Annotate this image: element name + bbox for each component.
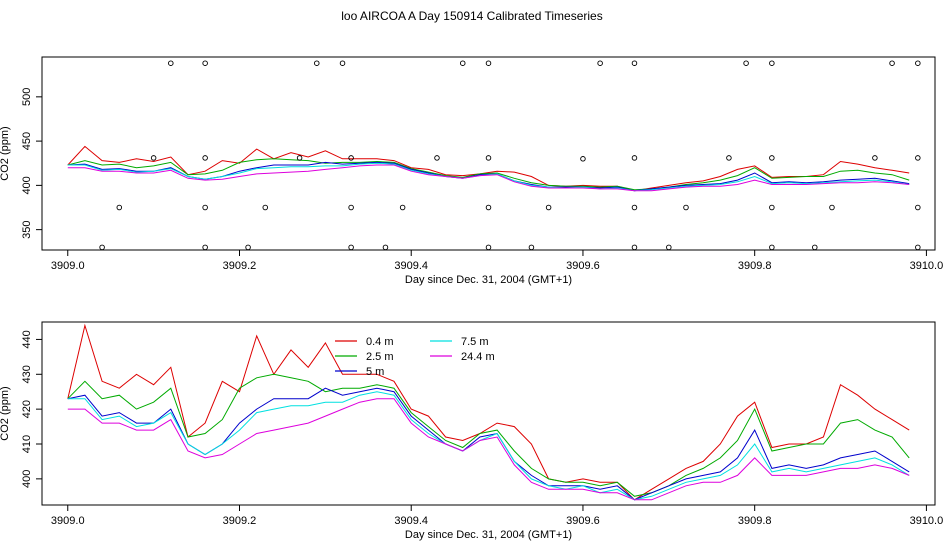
top-calibration-marker bbox=[348, 204, 354, 211]
top-calibration-marker bbox=[683, 204, 689, 211]
top-panel: 3909.0 3909.2 3909.4 3909.6 3909.8 3910.0 350 4… bbox=[0, 56, 944, 286]
legend-label: 24.4 m bbox=[461, 351, 495, 363]
top-calibration-marker bbox=[631, 244, 638, 251]
top-y-tick-label: 500 bbox=[21, 88, 33, 106]
top-calibration-marker bbox=[915, 204, 921, 211]
bottom-series-line-0-4-m bbox=[67, 323, 910, 501]
bottom-x-tick-label: 3910.0 bbox=[910, 515, 944, 527]
top-x-tick-label: 3909.2 bbox=[223, 260, 257, 272]
top-y-tick-label: 350 bbox=[21, 220, 33, 238]
legend-label: 5 m bbox=[366, 366, 384, 378]
top-y-axis-label: CO2 (ppm) bbox=[0, 126, 11, 180]
top-calibration-marker bbox=[99, 244, 105, 251]
bottom-x-tick-label: 3909.8 bbox=[738, 515, 772, 527]
top-x-tick-label: 3909.6 bbox=[566, 260, 600, 272]
bottom-x-axis-label: Day since Dec. 31, 2004 (GMT+1) bbox=[405, 529, 572, 541]
top-calibration-marker bbox=[348, 155, 354, 161]
top-calibration-marker bbox=[485, 155, 492, 161]
top-x-tick-label: 3909.8 bbox=[738, 260, 772, 272]
bottom-x-tick-label: 3909.2 bbox=[223, 515, 257, 527]
top-calibration-marker bbox=[399, 204, 406, 211]
top-calibration-marker bbox=[202, 60, 208, 66]
top-calibration-marker bbox=[545, 204, 552, 211]
bottom-y-tick-label: 440 bbox=[21, 330, 33, 348]
bottom-series-line-7-5-m bbox=[67, 391, 910, 501]
legend-label: 2.5 m bbox=[366, 351, 394, 363]
figure-title: loo AIRCOA A Day 150914 Calibrated Times… bbox=[341, 9, 602, 23]
bottom-series-group bbox=[67, 323, 910, 501]
top-series-line-24-4-m bbox=[67, 164, 910, 192]
top-calibration-marker bbox=[812, 244, 818, 251]
bottom-panel: 3909.0 3909.2 3909.4 3909.6 3909.8 3910.0 400 4… bbox=[0, 321, 944, 541]
top-calibration-marker bbox=[485, 204, 492, 211]
bottom-y-tick-label: 420 bbox=[21, 400, 33, 418]
top-calibration-marker bbox=[915, 155, 921, 161]
bottom-y-axis-label: CO2 (ppm) bbox=[0, 386, 11, 440]
top-calibration-marker bbox=[666, 244, 672, 251]
top-y-tick-label: 450 bbox=[21, 132, 33, 150]
top-x-axis-label: Day since Dec. 31, 2004 (GMT+1) bbox=[405, 274, 572, 286]
top-calibration-marker bbox=[168, 60, 174, 66]
top-calibration-marker bbox=[528, 244, 535, 251]
bottom-x-tick-label: 3909.0 bbox=[51, 515, 85, 527]
top-calibration-marker bbox=[597, 60, 603, 66]
legend-label: 0.4 m bbox=[366, 336, 394, 348]
top-calibration-marker bbox=[314, 60, 320, 66]
top-calibration-marker bbox=[631, 155, 638, 161]
top-calibration-marker bbox=[382, 244, 389, 251]
top-calibration-marker bbox=[202, 244, 208, 251]
top-series-group bbox=[67, 145, 910, 192]
bottom-y-tick-label: 430 bbox=[21, 365, 33, 383]
top-calibration-marker bbox=[889, 60, 895, 66]
top-calibration-marker bbox=[631, 204, 638, 211]
bottom-series-line-2-5-m bbox=[67, 373, 910, 497]
top-calibration-marker bbox=[769, 60, 775, 66]
top-calibration-marker bbox=[348, 244, 354, 251]
top-calibration-marker bbox=[296, 155, 303, 161]
top-x-tick-label: 3909.0 bbox=[51, 260, 85, 272]
top-calibration-marker bbox=[485, 244, 492, 251]
top-calibration-marker bbox=[743, 60, 749, 66]
top-calibration-marker bbox=[769, 155, 775, 161]
top-x-tick-label: 3909.4 bbox=[394, 260, 428, 272]
top-calibration-marker bbox=[202, 204, 208, 211]
top-calibration-marker bbox=[915, 60, 921, 66]
top-calibration-marker bbox=[459, 60, 466, 66]
top-series-line-2-5-m bbox=[67, 158, 910, 191]
top-calibration-marker bbox=[915, 244, 921, 251]
top-calibration-marker bbox=[769, 204, 775, 211]
top-calibration-marker bbox=[116, 204, 123, 211]
bottom-series-line-24-4-m bbox=[67, 398, 910, 501]
top-calibration-marker bbox=[262, 204, 269, 211]
top-calibration-marker bbox=[872, 155, 878, 161]
top-series-line-0-4-m bbox=[67, 145, 910, 192]
top-calibration-marker bbox=[631, 60, 638, 66]
bottom-y-tick-label: 410 bbox=[21, 435, 33, 453]
top-x-tick-label: 3910.0 bbox=[910, 260, 944, 272]
top-calibration-marker bbox=[245, 244, 251, 251]
top-calibration-marker bbox=[150, 155, 157, 161]
bottom-y-tick-label: 400 bbox=[21, 470, 33, 488]
top-calibration-marker bbox=[829, 204, 835, 211]
legend-label: 7.5 m bbox=[461, 336, 489, 348]
top-calibration-marker bbox=[580, 156, 586, 162]
top-calibration-marker bbox=[202, 155, 208, 161]
top-calibration-marker bbox=[485, 60, 492, 66]
top-calibration-marker bbox=[434, 155, 440, 161]
top-y-tick-label: 400 bbox=[21, 176, 33, 194]
top-calibration-marker bbox=[339, 60, 346, 66]
bottom-x-tick-label: 3909.6 bbox=[566, 515, 600, 527]
bottom-x-tick-label: 3909.4 bbox=[394, 515, 428, 527]
top-calibration-marker bbox=[726, 155, 732, 161]
top-calibration-marker bbox=[769, 244, 775, 251]
